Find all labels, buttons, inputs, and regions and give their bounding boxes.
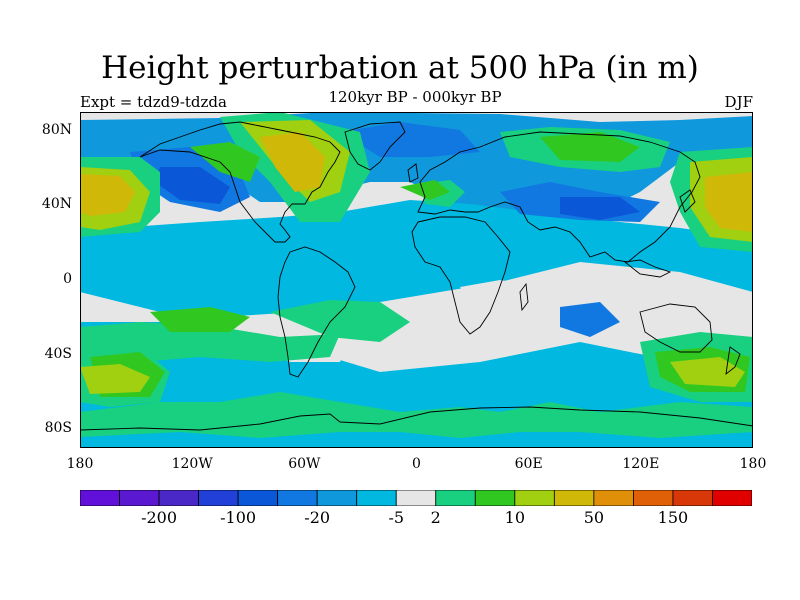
colorbar [80, 490, 752, 506]
contour-region [560, 302, 620, 337]
chart-subtitle: 120kyr BP - 000kyr BP [328, 88, 502, 106]
coastline-madagascar [519, 282, 529, 312]
contour-region [540, 132, 640, 162]
colorbar-swatch [277, 490, 318, 506]
colorbar-swatch [198, 490, 239, 506]
season-label: DJF [724, 93, 753, 111]
coastline-greenland [344, 121, 406, 171]
x-tick-label: 180 [66, 456, 94, 472]
colorbar-label: -20 [304, 508, 331, 527]
colorbar-swatch [672, 490, 713, 506]
colorbar-swatch [633, 490, 674, 506]
contour-region [600, 282, 700, 317]
x-tick-label: 120W [171, 456, 213, 472]
coastline-uk [407, 163, 419, 183]
coastline-north-america [139, 121, 341, 243]
colorbar-label: 2 [430, 508, 441, 527]
x-tick-label: 120E [622, 456, 660, 472]
colorbar-label: 150 [657, 508, 689, 527]
colorbar-label: -5 [388, 508, 405, 527]
coastline-new-zealand [725, 346, 741, 376]
x-tick-label: 60E [514, 456, 543, 472]
colorbar-swatch [80, 490, 120, 506]
y-tick-label: 0 [63, 271, 72, 287]
colorbar-swatch [158, 490, 199, 506]
contour-region [260, 132, 325, 192]
coastline-africa [411, 216, 511, 335]
colorbar-label: 10 [504, 508, 525, 527]
coastline-indonesia [623, 259, 672, 278]
contour-region [460, 280, 550, 327]
x-tick-label: 60W [288, 456, 321, 472]
colorbar-label: -100 [220, 508, 257, 527]
colorbar-swatch [237, 490, 279, 506]
coastline-australia [639, 303, 713, 353]
map-plot [80, 112, 753, 448]
contour-region [150, 307, 250, 332]
contour-region [80, 364, 150, 394]
contour-region [155, 167, 230, 204]
colorbar-swatch [395, 490, 437, 506]
contour-region [670, 357, 745, 387]
y-tick-label: 80S [44, 420, 72, 437]
contour-region [340, 122, 480, 157]
y-tick-label: 40S [44, 345, 72, 362]
contour-region [270, 300, 410, 342]
contour-region [190, 142, 260, 182]
colorbar-swatch [119, 490, 160, 506]
colorbar-swatch [514, 490, 555, 506]
colorbar-label: 50 [583, 508, 605, 527]
experiment-label: Expt = tdzd9-tdzda [80, 93, 227, 111]
y-tick-label: 80N [41, 121, 72, 138]
contour-region [705, 172, 753, 232]
coastline-antarctica [80, 406, 753, 431]
x-tick-label: 180 [739, 456, 767, 472]
x-tick-label: 0 [412, 456, 421, 472]
coastlines [80, 121, 753, 431]
contour-region [80, 200, 753, 317]
coastline-south-america [277, 246, 356, 378]
colorbar-swatch [316, 490, 358, 506]
colorbar-swatch [712, 490, 752, 506]
chart-title: Height perturbation at 500 hPa (in m) [101, 50, 699, 86]
colorbar-swatch [593, 490, 634, 506]
colorbar-swatch [474, 490, 516, 506]
map-frame [80, 112, 753, 448]
colorbar-swatch [356, 490, 397, 506]
contour-region [80, 174, 135, 216]
contour-region [400, 180, 450, 200]
y-tick-label: 40N [41, 196, 72, 213]
colorbar-swatch [553, 490, 595, 506]
colorbar-swatch [435, 490, 476, 506]
contour-region [560, 197, 640, 220]
coastline-japan [679, 189, 696, 213]
colorbar-label: -200 [141, 508, 178, 527]
coastline-eurasia [417, 131, 701, 263]
